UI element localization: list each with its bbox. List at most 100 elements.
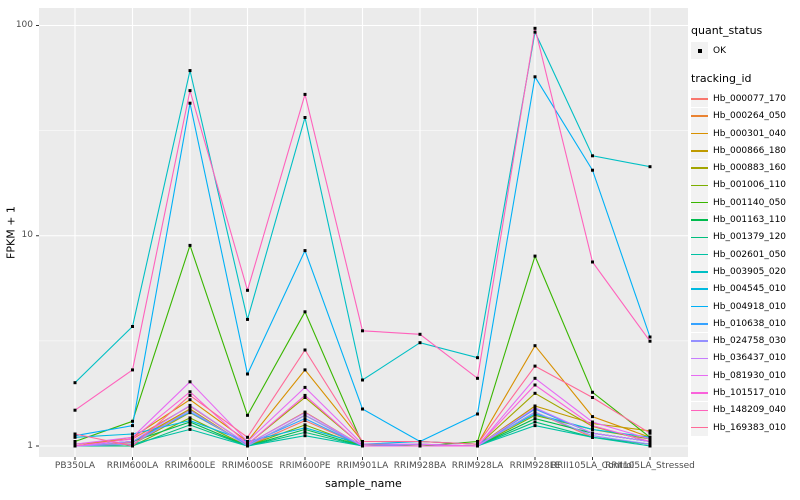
data-point-marker bbox=[648, 444, 652, 448]
data-point-marker bbox=[533, 406, 537, 410]
data-point-marker bbox=[533, 254, 537, 258]
legend-key-line-icon bbox=[691, 426, 708, 429]
data-point-marker bbox=[591, 415, 594, 419]
data-point-marker bbox=[533, 417, 537, 421]
data-point-marker bbox=[533, 391, 537, 395]
legend-item-label: Hb_010638_010 bbox=[713, 318, 787, 329]
data-point-marker bbox=[648, 437, 652, 441]
x-tick-label: RRIM928BA bbox=[393, 461, 447, 471]
legend-key-swatch bbox=[691, 263, 708, 281]
data-point-marker bbox=[418, 444, 422, 448]
data-point-marker bbox=[73, 440, 77, 443]
legend-key-line-icon bbox=[691, 132, 708, 135]
legend-key-line-icon bbox=[691, 201, 708, 204]
black-point-icon bbox=[697, 48, 702, 53]
legend-key-swatch bbox=[691, 367, 708, 385]
data-point-marker bbox=[188, 69, 192, 73]
data-point-marker bbox=[303, 249, 307, 253]
data-point-marker bbox=[188, 380, 192, 384]
data-point-marker bbox=[73, 444, 77, 448]
legend-key-line-icon bbox=[691, 409, 708, 412]
legend-item-label: Hb_001379_120 bbox=[713, 232, 787, 243]
data-point-marker bbox=[533, 383, 537, 387]
legend-key-line-icon bbox=[691, 219, 708, 221]
data-point-marker bbox=[476, 356, 479, 360]
legend-item-label: Hb_000866_180 bbox=[713, 145, 787, 156]
data-point-marker bbox=[303, 434, 307, 438]
data-point-marker bbox=[131, 419, 134, 423]
data-point-marker bbox=[303, 411, 307, 415]
data-point-marker bbox=[246, 413, 249, 417]
legend-key-line-icon bbox=[691, 236, 708, 239]
data-point-marker bbox=[361, 378, 364, 382]
x-tick-label: PB350LA bbox=[54, 461, 96, 471]
legend-item-label: Hb_000264_050 bbox=[713, 111, 787, 122]
data-point-marker bbox=[303, 426, 307, 430]
legend-key-line-icon bbox=[691, 253, 708, 256]
legend-item-label: Hb_081930_010 bbox=[713, 370, 787, 381]
data-point-marker bbox=[188, 416, 192, 420]
data-point-marker bbox=[188, 101, 192, 105]
data-point-marker bbox=[533, 26, 537, 30]
legend-key-swatch bbox=[691, 419, 708, 437]
legend-key-swatch bbox=[691, 90, 708, 108]
data-point-marker bbox=[533, 404, 537, 408]
legend-key-line-icon bbox=[691, 374, 708, 377]
x-tick-label: RRII105LA_Stressed bbox=[605, 461, 695, 471]
legend-item-ok: OK bbox=[691, 42, 786, 60]
legend-item: Hb_000866_180 bbox=[691, 142, 787, 160]
legend-key-line-icon bbox=[691, 98, 708, 100]
legend-key-swatch bbox=[691, 401, 708, 419]
legend-item-label: Hb_000883_160 bbox=[713, 163, 787, 174]
data-point-marker bbox=[648, 442, 652, 446]
data-point-marker bbox=[361, 407, 364, 411]
legend-item: Hb_001140_050 bbox=[691, 194, 786, 212]
data-point-marker bbox=[591, 168, 594, 172]
legend-item: Hb_000883_160 bbox=[691, 159, 787, 177]
data-point-marker bbox=[303, 427, 307, 431]
data-point-marker bbox=[188, 408, 192, 412]
legend-key-swatch bbox=[691, 159, 708, 177]
legend-item: Hb_169383_010 bbox=[691, 419, 786, 437]
data-point-marker bbox=[246, 435, 249, 439]
legend-key-swatch bbox=[691, 349, 708, 367]
data-point-marker bbox=[533, 364, 537, 368]
data-point-marker bbox=[648, 440, 652, 443]
x-tick-label: RRIM901LA bbox=[336, 461, 389, 471]
data-point-marker bbox=[188, 398, 192, 402]
legend-item-label: Hb_148209_040 bbox=[713, 405, 787, 416]
data-point-marker bbox=[533, 410, 537, 414]
data-point-marker bbox=[73, 408, 77, 412]
legend-key-line-icon bbox=[691, 271, 708, 273]
legend-item: Hb_101517_010 bbox=[691, 384, 786, 402]
legend-key-swatch bbox=[691, 107, 708, 125]
data-point-marker bbox=[73, 381, 77, 385]
data-point-marker bbox=[131, 325, 134, 328]
data-point-marker bbox=[303, 396, 307, 399]
data-point-marker bbox=[73, 434, 77, 438]
data-point-marker bbox=[361, 444, 364, 448]
legend-item: Hb_000077_170 bbox=[691, 90, 786, 108]
data-point-marker bbox=[476, 376, 479, 380]
legend-key-swatch bbox=[691, 194, 708, 212]
legend-item-label: Hb_024758_030 bbox=[713, 336, 787, 347]
data-point-marker bbox=[303, 393, 307, 397]
data-point-marker bbox=[246, 288, 249, 292]
data-point-marker bbox=[648, 339, 652, 343]
data-point-marker bbox=[303, 413, 307, 417]
data-point-marker bbox=[246, 317, 249, 321]
data-point-marker bbox=[591, 424, 594, 428]
data-point-marker bbox=[418, 440, 422, 443]
data-point-marker bbox=[418, 442, 422, 446]
legend-item-label: Hb_004918_010 bbox=[713, 301, 787, 312]
data-point-marker bbox=[648, 431, 652, 435]
data-point-marker bbox=[131, 368, 134, 372]
data-point-marker bbox=[303, 430, 307, 434]
data-point-marker bbox=[188, 89, 192, 93]
data-point-marker bbox=[188, 410, 192, 414]
data-point-marker bbox=[418, 332, 422, 336]
legend-item-label: Hb_004545_010 bbox=[713, 284, 787, 295]
data-point-marker bbox=[303, 368, 307, 372]
data-point-marker bbox=[361, 442, 364, 446]
